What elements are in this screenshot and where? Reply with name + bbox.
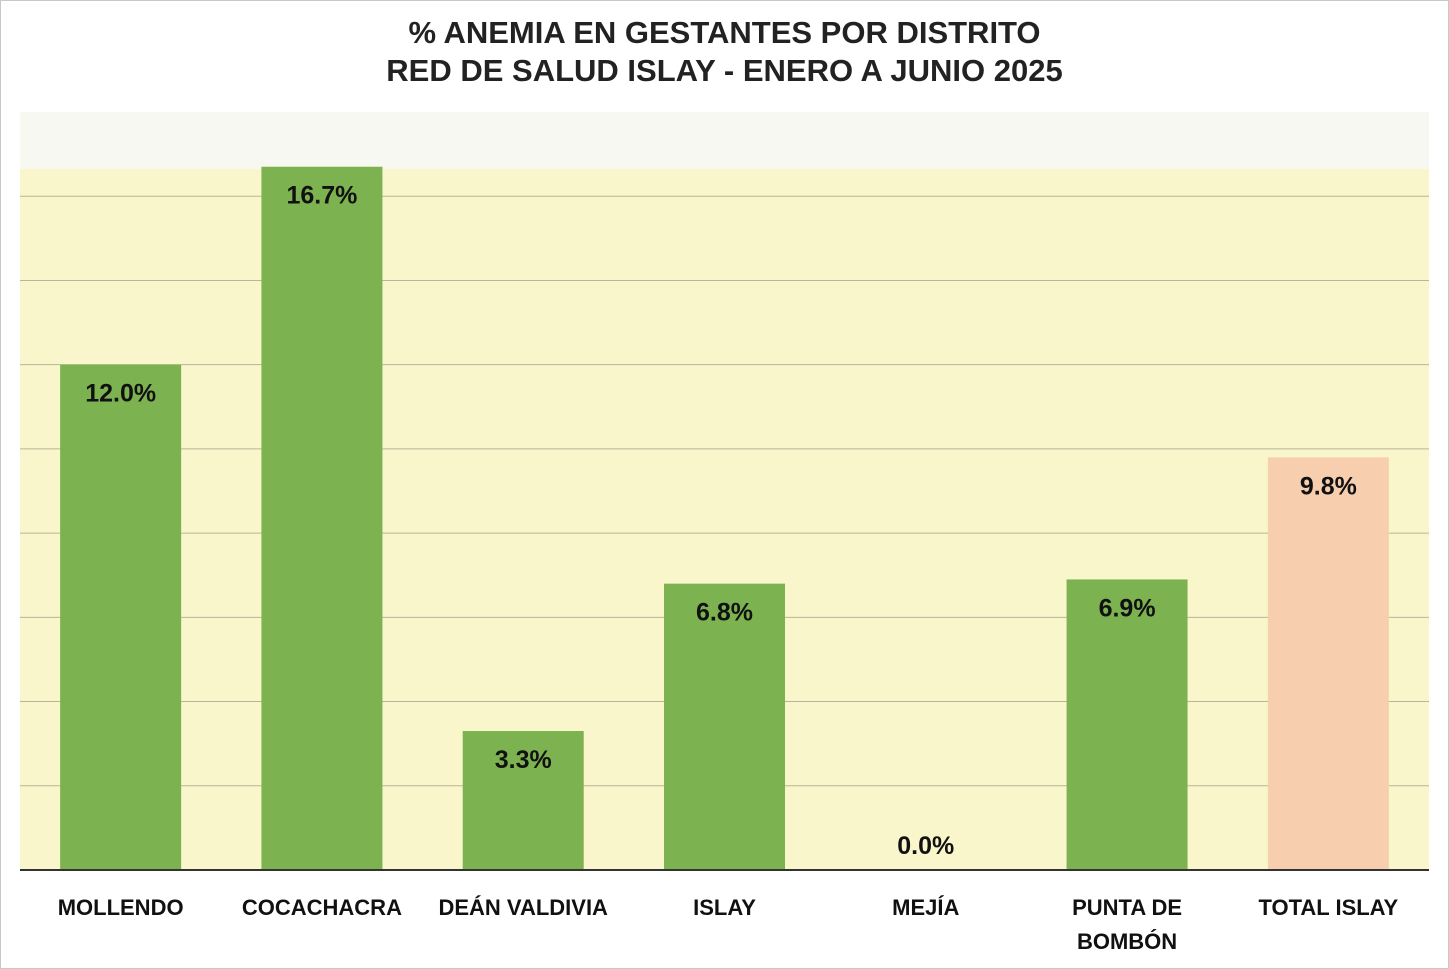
chart-title: % ANEMIA EN GESTANTES POR DISTRITO RED D… bbox=[0, 14, 1449, 90]
value-labels: 12.0% 16.7% 3.3% 6.8% 0.0% 6.9% 9.8% bbox=[85, 182, 1357, 860]
bar-value-label: 3.3% bbox=[495, 746, 552, 774]
category-label: MEJÍA bbox=[892, 895, 959, 920]
category-label: TOTAL ISLAY bbox=[1258, 895, 1398, 920]
bar-value-label: 12.0% bbox=[85, 380, 156, 408]
category-label: DEÁN VALDIVIA bbox=[438, 895, 608, 920]
bar-value-label: 16.7% bbox=[286, 182, 357, 210]
bar bbox=[60, 364, 182, 870]
bar-value-label: 6.9% bbox=[1099, 594, 1156, 622]
bar bbox=[261, 166, 383, 870]
chart-title-line-2: RED DE SALUD ISLAY - ENERO A JUNIO 2025 bbox=[386, 53, 1063, 88]
chart-title-line-1: % ANEMIA EN GESTANTES POR DISTRITO bbox=[408, 15, 1041, 50]
bar-value-label: 6.8% bbox=[696, 599, 753, 627]
category-label: ISLAY bbox=[693, 895, 756, 920]
bar bbox=[664, 583, 785, 870]
category-label: PUNTA DE bbox=[1072, 895, 1182, 920]
category-label: BOMBÓN bbox=[1077, 929, 1177, 954]
category-labels: MOLLENDO COCACHACRA DEÁN VALDIVIA ISLAY MEJÍ… bbox=[58, 895, 1399, 954]
bar bbox=[462, 731, 584, 870]
plot-area-top-band bbox=[20, 112, 1429, 169]
bar bbox=[1066, 579, 1188, 870]
category-label: COCACHACRA bbox=[242, 895, 402, 920]
bar-value-label: 9.8% bbox=[1300, 472, 1357, 500]
bars bbox=[60, 166, 1389, 870]
bar-value-label: 0.0% bbox=[897, 832, 954, 860]
bar bbox=[1267, 457, 1389, 870]
category-label: MOLLENDO bbox=[58, 895, 184, 920]
